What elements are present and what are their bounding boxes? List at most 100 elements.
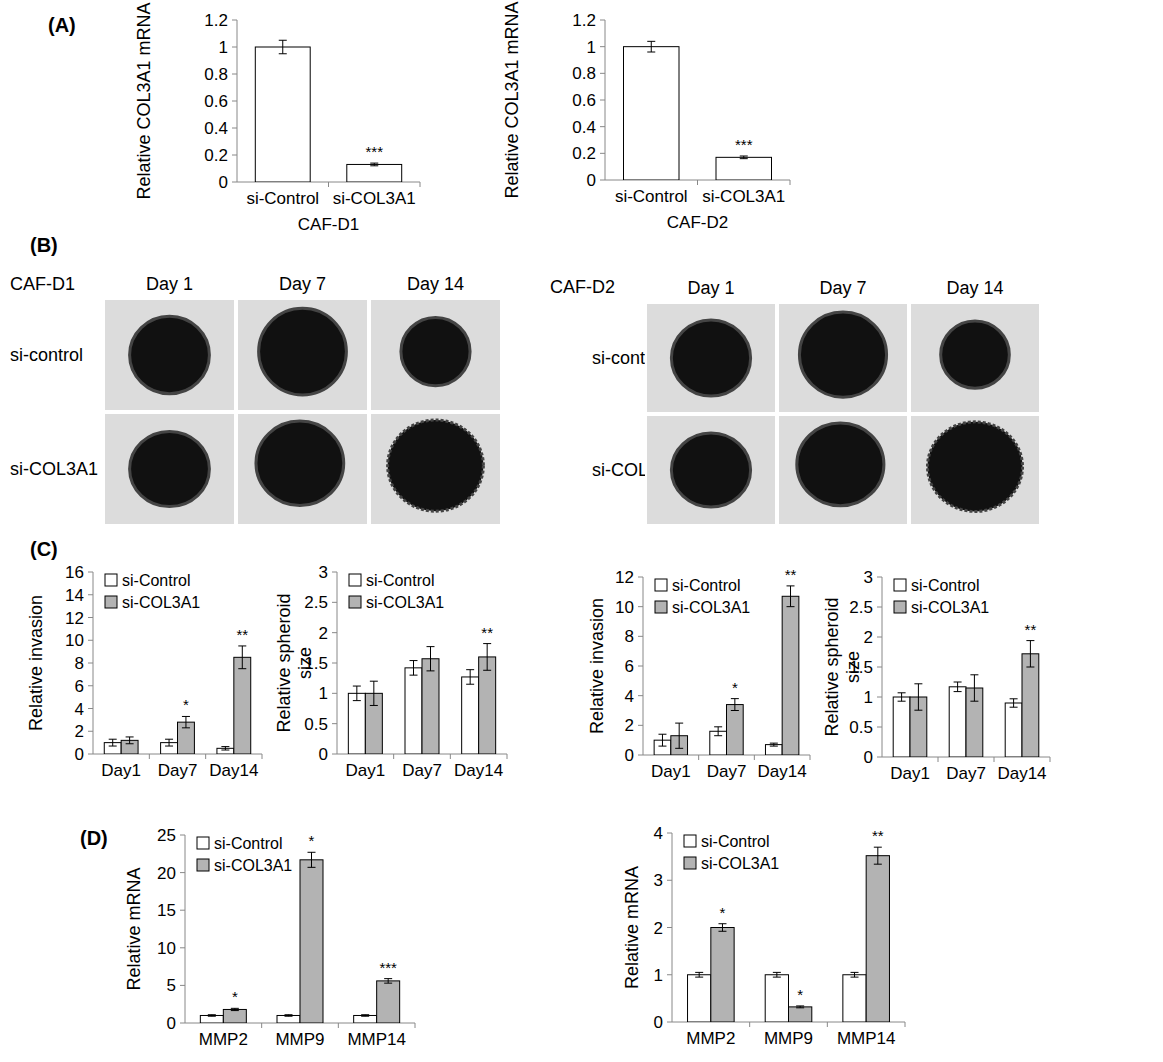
y-tick — [88, 685, 93, 686]
spheroid-image — [910, 303, 1040, 413]
significance: * — [720, 904, 726, 921]
y-axis — [337, 572, 338, 754]
x-tick-label: MMP14 — [837, 1029, 896, 1048]
column-header: Day 14 — [946, 278, 1003, 298]
y-tick-label: 2 — [654, 919, 663, 938]
x-tick — [698, 755, 699, 760]
spheroid — [259, 308, 347, 395]
y-tick — [180, 1023, 185, 1024]
error-cap — [279, 53, 287, 54]
spheroid-image — [104, 299, 235, 411]
error-bar — [695, 972, 703, 977]
error-cap — [898, 692, 906, 693]
error-cap — [773, 972, 781, 973]
y-tick-label: 1 — [587, 38, 596, 57]
y-tick — [180, 910, 185, 911]
error-cap — [658, 734, 666, 735]
y-tick — [877, 607, 882, 608]
error-bar — [770, 743, 778, 746]
grid-title: CAF-D2 — [550, 277, 615, 297]
x-tick — [938, 757, 939, 762]
y-tick — [877, 637, 882, 638]
y-tick-label: 16 — [65, 563, 84, 582]
error-line — [790, 586, 791, 607]
x-tick-label: si-COL3A1 — [333, 189, 416, 208]
error-cap — [714, 735, 722, 736]
error-cap — [731, 698, 739, 699]
spheroid-image — [910, 415, 1040, 525]
x-tick-label: Day7 — [707, 762, 747, 781]
image-background — [646, 415, 776, 525]
marks — [255, 40, 401, 182]
error-cap — [675, 748, 683, 749]
labels: ** — [1025, 621, 1037, 638]
error-cap — [658, 746, 666, 747]
error-line — [487, 644, 488, 671]
chart: 0510152025*****MMP2MMP9MMP14si-Controlsi… — [80, 826, 415, 1049]
x-tick-label: Day14 — [997, 764, 1046, 783]
labels: *** — [732, 566, 797, 696]
bar — [843, 975, 866, 1022]
legend-swatch — [894, 579, 906, 591]
spheroid-image — [778, 303, 908, 413]
y-tick-label: 1 — [219, 38, 228, 57]
column-header: Day 14 — [407, 274, 464, 294]
y-axis-label: Relative mRNA — [622, 866, 642, 989]
x-tick-label: Day1 — [890, 764, 930, 783]
y-axis-label-line: Relative spheroid — [822, 597, 842, 736]
error-line — [901, 693, 902, 701]
bar — [765, 745, 782, 755]
x-tick-label: Day14 — [209, 761, 258, 780]
significance: * — [309, 832, 315, 849]
error-cap — [718, 923, 726, 924]
legend-swatch — [349, 596, 361, 608]
significance: *** — [735, 136, 753, 153]
column-header: Day 1 — [687, 278, 734, 298]
x-tick — [1050, 757, 1051, 762]
y-tick-label: 1 — [319, 684, 328, 703]
bar — [347, 164, 402, 182]
y-tick-label: 5 — [167, 976, 176, 995]
y-tick — [180, 947, 185, 948]
y-axis-label: Relative spheroidsize — [822, 597, 863, 736]
legend-swatch — [105, 574, 117, 586]
error-bar — [914, 684, 922, 710]
y-tick — [600, 46, 605, 47]
error-cap — [874, 847, 882, 848]
error-cap — [308, 867, 316, 868]
y-tick-label: 0 — [319, 745, 328, 764]
error-cap — [126, 736, 134, 737]
marks — [624, 41, 772, 180]
bar — [1005, 703, 1022, 757]
x-tick — [393, 754, 394, 759]
bar — [223, 1009, 246, 1023]
significance: * — [732, 679, 738, 696]
significance: ** — [785, 566, 797, 583]
significance: ** — [236, 626, 248, 643]
error-cap — [238, 668, 246, 669]
chart: 00.511.522.53**Day1Day7Day14si-Controlsi… — [822, 568, 1050, 783]
bar — [949, 687, 966, 757]
error-bar — [427, 647, 435, 671]
y-axis — [605, 20, 606, 180]
y-axis-label: Relative COL3A1 mRNA — [134, 2, 154, 199]
error-line — [373, 681, 374, 705]
legend-label: si-COL3A1 — [672, 599, 750, 616]
legend-label: si-COL3A1 — [911, 599, 989, 616]
chart: 00.20.40.60.811.2***si-Controlsi-COL3A1C… — [48, 2, 420, 234]
y-tick — [232, 47, 237, 48]
y-tick — [332, 693, 337, 694]
x-tick — [328, 182, 329, 187]
error-bar — [658, 734, 666, 746]
marks — [200, 852, 399, 1023]
error-bar — [279, 40, 287, 54]
marks — [654, 586, 799, 755]
error-cap — [714, 726, 722, 727]
image-background — [646, 303, 776, 413]
x-tick-label: Day14 — [758, 762, 807, 781]
error-cap — [740, 158, 748, 159]
legend-label: si-COL3A1 — [214, 857, 292, 874]
bar — [765, 975, 788, 1022]
image-background — [910, 415, 1040, 525]
error-line — [430, 647, 431, 671]
